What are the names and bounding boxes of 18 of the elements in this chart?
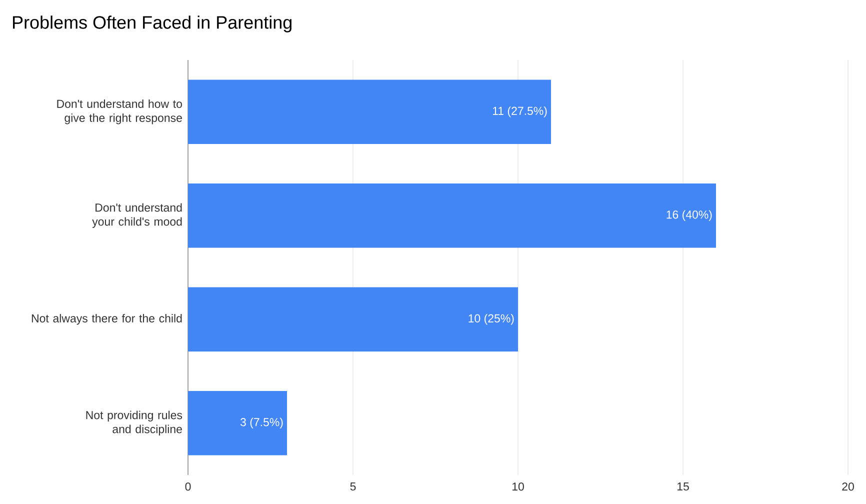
y-tick-label: Not providing rules and discipline bbox=[86, 410, 182, 436]
x-tick-label: 5 bbox=[350, 482, 356, 491]
bar bbox=[188, 80, 552, 144]
bar bbox=[188, 183, 716, 248]
chart-title: Problems Often Faced in Parenting bbox=[13, 16, 292, 32]
x-tick-label: 15 bbox=[677, 482, 689, 491]
data-label: 10 (25%) bbox=[468, 314, 514, 325]
x-tick-label: 10 bbox=[512, 482, 524, 491]
data-label: 3 (7.5%) bbox=[240, 418, 283, 428]
bar bbox=[188, 390, 288, 456]
bar bbox=[188, 287, 518, 352]
y-tick-label: Don't understand how to give the right response bbox=[57, 100, 182, 124]
x-tick-label: 0 bbox=[185, 482, 191, 491]
y-tick-label: Not always there for the child bbox=[32, 314, 182, 325]
data-label: 16 (40%) bbox=[666, 210, 712, 221]
y-tick-label: Don't understand your child's mood bbox=[92, 203, 182, 228]
x-tick-label: 20 bbox=[842, 482, 854, 491]
data-label: 11 (27.5%) bbox=[492, 106, 547, 118]
